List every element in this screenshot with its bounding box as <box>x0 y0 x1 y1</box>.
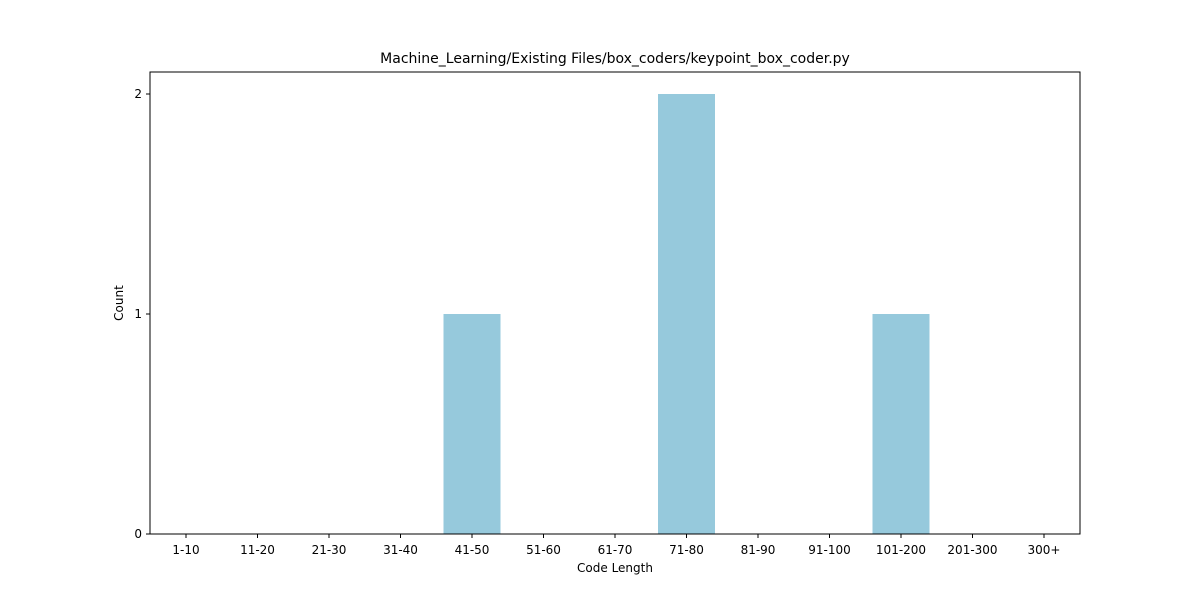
x-tick-label: 21-30 <box>312 543 347 557</box>
bar-101-200 <box>872 314 930 534</box>
x-axis-ticks: 1-10 11-20 21-30 31-40 41-50 51-60 61-70 71-80 8… <box>172 534 1060 557</box>
x-tick-label: 61-70 <box>598 543 633 557</box>
x-tick-label: 101-200 <box>876 543 926 557</box>
x-tick-label: 201-300 <box>947 543 997 557</box>
y-tick-label: 0 <box>134 527 142 541</box>
x-tick-label: 11-20 <box>240 543 275 557</box>
plot-frame <box>149 71 1081 535</box>
y-tick-label: 1 <box>134 307 142 321</box>
y-axis-label: Count <box>112 285 126 321</box>
bar-71-80 <box>658 94 715 534</box>
x-tick-label: 300+ <box>1028 543 1061 557</box>
x-tick-label: 71-80 <box>669 543 704 557</box>
x-axis-label: Code Length <box>577 561 653 575</box>
x-tick-label: 41-50 <box>455 543 490 557</box>
chart-title: Machine_Learning/Existing Files/box_code… <box>380 51 850 67</box>
x-tick-label: 1-10 <box>172 543 199 557</box>
x-tick-label: 91-100 <box>808 543 851 557</box>
bar-41-50 <box>443 314 501 534</box>
y-axis-ticks: 0 1 2 <box>134 87 150 541</box>
y-tick-label: 2 <box>134 87 142 101</box>
x-tick-label: 81-90 <box>741 543 776 557</box>
x-tick-label: 51-60 <box>526 543 561 557</box>
x-tick-label: 31-40 <box>383 543 418 557</box>
bars-group <box>443 94 930 534</box>
